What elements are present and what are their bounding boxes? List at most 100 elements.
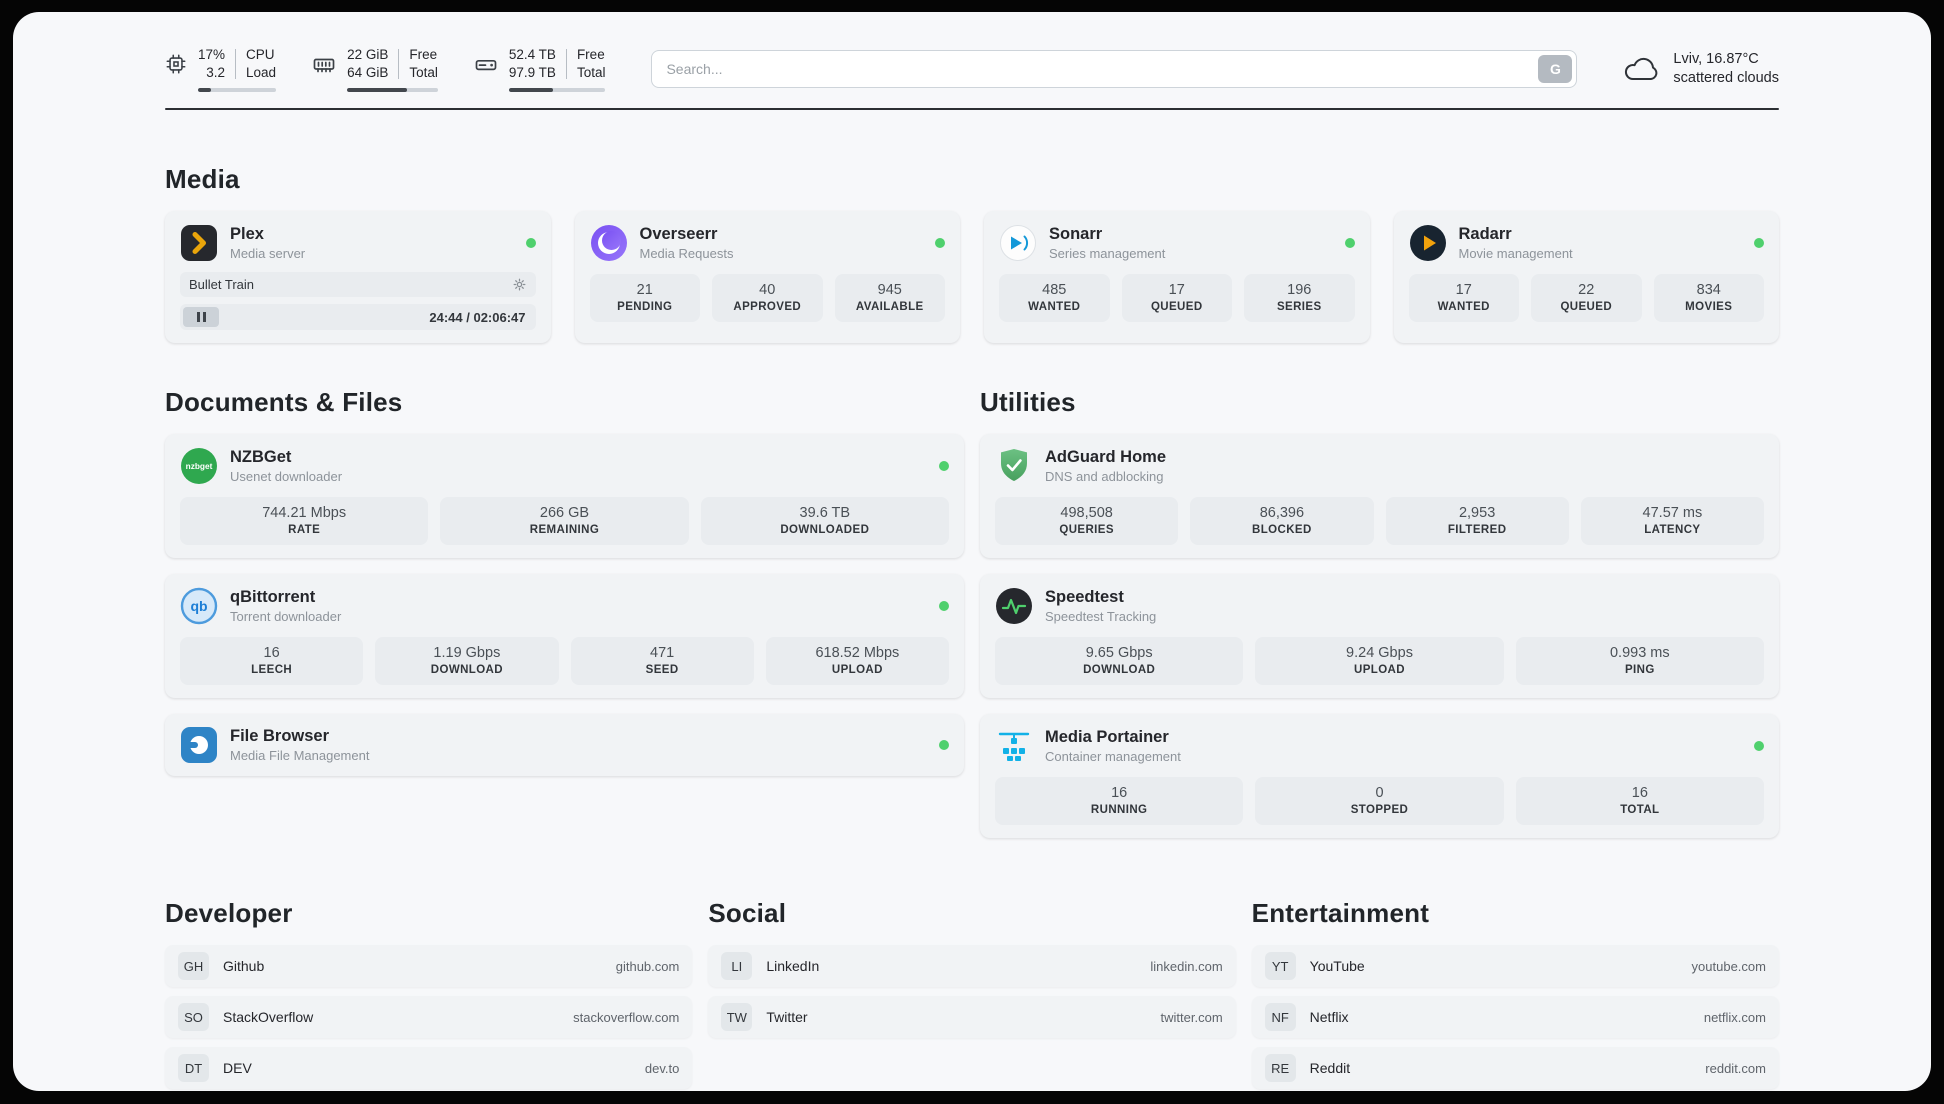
stat-latency: 47.57 ms LATENCY xyxy=(1580,497,1764,545)
divider xyxy=(565,48,567,79)
plex-icon xyxy=(181,225,217,261)
app-card-sonarr[interactable]: Sonarr Series management 485 WANTED 17 QUE… xyxy=(984,211,1370,343)
app-subtitle: Series management xyxy=(1049,246,1166,261)
bookmark-name: LinkedIn xyxy=(766,958,820,974)
sonarr-icon xyxy=(1000,225,1036,261)
bookmark-dev[interactable]: DT DEV dev.to xyxy=(165,1047,693,1089)
status-online-dot xyxy=(939,461,949,471)
bookmark-url: netflix.com xyxy=(1703,1009,1766,1025)
bookmark-stackoverflow[interactable]: SO StackOverflow stackoverflow.com xyxy=(165,996,693,1038)
bookmark-abbr: DT xyxy=(178,1054,209,1082)
status-online-dot xyxy=(935,238,945,248)
app-subtitle: Torrent downloader xyxy=(230,609,342,624)
app-name: AdGuard Home xyxy=(1045,448,1167,466)
ram-free-label: Free xyxy=(409,47,438,62)
utilities-column: Utilities AdGuard Home DNS and adblockin… xyxy=(980,387,1779,838)
app-name: NZBGet xyxy=(230,448,292,466)
app-card-adguard[interactable]: AdGuard Home DNS and adblocking 498,508 Q… xyxy=(980,434,1779,558)
stat-wanted: 17 WANTED xyxy=(1408,274,1519,322)
app-card-filebrowser[interactable]: File Browser Media File Management xyxy=(165,714,964,776)
cpu-load-label: Load xyxy=(246,64,277,80)
bookmark-url: reddit.com xyxy=(1705,1060,1766,1076)
bookmark-twitter[interactable]: TW Twitter twitter.com xyxy=(708,996,1236,1038)
app-name: qBittorrent xyxy=(230,588,316,606)
disk-progress-bar xyxy=(508,88,606,92)
status-online-dot xyxy=(1344,238,1355,248)
disk-free-value: 52.4 TB xyxy=(508,47,556,62)
app-name: Sonarr xyxy=(1049,225,1103,243)
bookmark-netflix[interactable]: NF Netflix netflix.com xyxy=(1251,996,1779,1038)
bookmark-linkedin[interactable]: LI LinkedIn linkedin.com xyxy=(708,945,1236,987)
stat-upload: 9.24 Gbps UPLOAD xyxy=(1255,637,1504,685)
status-online-dot xyxy=(939,601,949,611)
weather-condition: scattered clouds xyxy=(1673,70,1779,86)
stat-approved: 40 APPROVED xyxy=(712,274,823,322)
bookmark-abbr: GH xyxy=(178,952,209,980)
app-card-qbittorrent[interactable]: qb qBittorrent Torrent downloader 16 LEEC… xyxy=(165,574,964,698)
bookmark-name: Netflix xyxy=(1309,1009,1349,1025)
pause-button[interactable] xyxy=(183,307,219,327)
stat-download: 1.19 Gbps DOWNLOAD xyxy=(375,637,559,685)
cpu-metric: 17% 3.2 CPU Load xyxy=(165,46,277,92)
entertainment-column: Entertainment YT YouTube youtube.com NF … xyxy=(1251,898,1779,1089)
seek-bar[interactable]: 24:44 / 02:06:47 xyxy=(180,304,536,330)
now-playing-row: Bullet Train xyxy=(180,272,536,297)
ram-total-label: Total xyxy=(409,64,438,80)
bookmark-github[interactable]: GH Github github.com xyxy=(165,945,693,987)
status-online-dot xyxy=(939,740,949,750)
cpu-chip-icon xyxy=(166,54,186,74)
stat-queued: 22 QUEUED xyxy=(1531,274,1642,322)
status-online-dot xyxy=(1754,741,1764,751)
search-bar: G xyxy=(651,50,1578,88)
bookmark-url: github.com xyxy=(615,958,680,974)
ram-progress-bar xyxy=(347,88,438,92)
stat-queued: 17 QUEUED xyxy=(1121,274,1232,322)
weather-widget: Lviv, 16.87°C scattered clouds xyxy=(1623,50,1779,88)
stat-download: 9.65 Gbps DOWNLOAD xyxy=(995,637,1244,685)
stat-total: 16 TOTAL xyxy=(1515,777,1764,825)
app-subtitle: Media Requests xyxy=(639,246,734,261)
header-divider xyxy=(165,108,1779,110)
cpu-usage-value: 17% xyxy=(198,47,226,62)
weather-location: Lviv, 16.87°C xyxy=(1673,51,1759,67)
stat-pending: 21 PENDING xyxy=(589,274,700,322)
search-input[interactable] xyxy=(651,50,1578,88)
stat-filtered: 2,953 FILTERED xyxy=(1385,497,1569,545)
stat-stopped: 0 STOPPED xyxy=(1255,777,1504,825)
app-name: Speedtest xyxy=(1045,588,1124,606)
cpu-load-value: 3.2 xyxy=(206,64,226,80)
bookmark-abbr: RE xyxy=(1264,1054,1296,1082)
stat-seed: 471 SEED xyxy=(570,637,754,685)
bookmark-abbr: NF xyxy=(1264,1003,1296,1031)
social-column: Social LI LinkedIn linkedin.com TW Twitt… xyxy=(708,898,1236,1089)
app-subtitle: Media File Management xyxy=(230,748,370,763)
app-card-nzbget[interactable]: nzbget NZBGet Usenet downloader 744.21 M… xyxy=(165,434,964,558)
section-title-social: Social xyxy=(708,898,787,928)
app-subtitle: Movie management xyxy=(1458,246,1573,261)
app-card-portainer[interactable]: Media Portainer Container management 16 R… xyxy=(980,714,1779,838)
adguard-icon xyxy=(1001,449,1027,481)
bookmark-url: youtube.com xyxy=(1691,958,1766,974)
stat-available: 945 AVAILABLE xyxy=(834,274,945,322)
stat-running: 16 RUNNING xyxy=(995,777,1244,825)
bookmark-reddit[interactable]: RE Reddit reddit.com xyxy=(1251,1047,1779,1089)
app-card-radarr[interactable]: Radarr Movie management 17 WANTED 22 QUEUE… xyxy=(1393,211,1779,343)
cpu-label: CPU xyxy=(246,47,275,62)
qbittorrent-icon: qb xyxy=(180,587,218,625)
app-name: File Browser xyxy=(230,727,330,745)
app-card-speedtest[interactable]: Speedtest Speedtest Tracking 9.65 Gbps DO… xyxy=(980,574,1779,698)
app-subtitle: Usenet downloader xyxy=(230,469,343,484)
search-engine-button[interactable]: G xyxy=(1538,55,1573,83)
bookmark-youtube[interactable]: YT YouTube youtube.com xyxy=(1251,945,1779,987)
cpu-progress-bar xyxy=(198,88,277,92)
bookmark-abbr: SO xyxy=(178,1003,209,1031)
app-card-plex[interactable]: Plex Media server Bullet Train 24:44 / 0… xyxy=(165,211,551,343)
gear-icon[interactable] xyxy=(512,277,527,292)
bookmark-url: dev.to xyxy=(644,1060,680,1076)
bookmark-url: stackoverflow.com xyxy=(573,1009,680,1025)
bookmark-name: StackOverflow xyxy=(223,1009,314,1025)
top-bar: 17% 3.2 CPU Load 22 GiB 64 xyxy=(165,46,1779,92)
dashboard-panel: 17% 3.2 CPU Load 22 GiB 64 xyxy=(13,12,1931,1091)
developer-column: Developer GH Github github.com SO StackO… xyxy=(165,898,693,1089)
app-card-overseerr[interactable]: Overseerr Media Requests 21 PENDING 40 APP… xyxy=(574,211,960,343)
